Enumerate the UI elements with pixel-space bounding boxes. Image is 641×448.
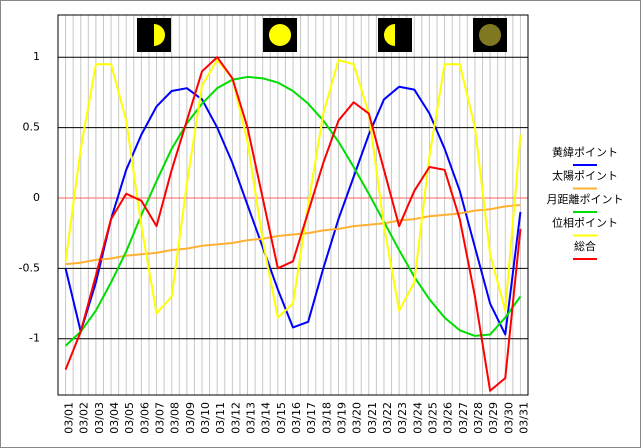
legend-label: 黄緯ポイント <box>552 145 618 159</box>
legend-label: 月距離ポイント <box>547 192 624 206</box>
y-tick-label: 0 <box>33 191 40 204</box>
moon-shape <box>384 24 395 46</box>
x-tick-label: 03/12 <box>229 402 242 434</box>
x-tick-label: 03/15 <box>275 402 288 434</box>
x-tick-label: 03/28 <box>472 402 485 434</box>
x-tick-label: 03/27 <box>457 402 470 434</box>
y-tick-label: 1 <box>33 50 40 63</box>
x-tick-label: 03/14 <box>260 402 273 434</box>
x-tick-label: 03/13 <box>245 402 258 434</box>
series-line <box>64 56 522 392</box>
x-tick-label: 03/24 <box>411 402 424 434</box>
x-tick-label: 03/02 <box>78 402 91 434</box>
series-line <box>64 75 522 347</box>
x-tick-label: 03/17 <box>305 402 318 434</box>
plot-area <box>57 14 529 396</box>
x-tick-label: 03/22 <box>381 402 394 434</box>
x-tick-label: 03/31 <box>517 402 530 434</box>
x-tick-label: 03/23 <box>396 402 409 434</box>
moon-icons <box>137 18 507 52</box>
x-tick-label: 03/29 <box>487 402 500 434</box>
x-tick-label: 03/07 <box>154 402 167 434</box>
x-tick-label: 03/16 <box>290 402 303 434</box>
x-tick-label: 03/03 <box>93 402 106 434</box>
x-tick-label: 03/20 <box>351 402 364 434</box>
x-tick-label: 03/26 <box>442 402 455 434</box>
x-tick-label: 03/19 <box>335 402 348 434</box>
x-tick-label: 03/18 <box>320 402 333 434</box>
x-tick-label: 03/21 <box>366 402 379 434</box>
legend-label: 位相ポイント <box>552 216 618 230</box>
series-line <box>64 59 522 319</box>
x-tick-label: 03/06 <box>138 402 151 434</box>
x-tick-label: 03/09 <box>184 402 197 434</box>
x-tick-label: 03/10 <box>199 402 212 434</box>
moon-shape <box>154 24 165 46</box>
x-tick-label: 03/01 <box>63 402 76 434</box>
x-tick-label: 03/11 <box>214 402 227 434</box>
series-line <box>64 85 522 336</box>
x-tick-label: 03/08 <box>169 402 182 434</box>
y-tick-label: 0.5 <box>23 121 41 134</box>
moon-shape <box>479 24 501 46</box>
y-tick-label: -0.5 <box>19 261 40 274</box>
y-tick-label: -1 <box>29 332 40 345</box>
x-tick-label: 03/05 <box>123 402 136 434</box>
x-tick-label: 03/30 <box>502 402 515 434</box>
legend-label: 総合 <box>574 239 596 253</box>
plot-border <box>57 14 529 396</box>
x-tick-label: 03/25 <box>426 402 439 434</box>
x-tick-label: 03/04 <box>108 402 121 434</box>
moon-shape <box>269 24 291 46</box>
series-line <box>65 204 521 266</box>
legend-label: 太陽ポイント <box>552 170 618 183</box>
